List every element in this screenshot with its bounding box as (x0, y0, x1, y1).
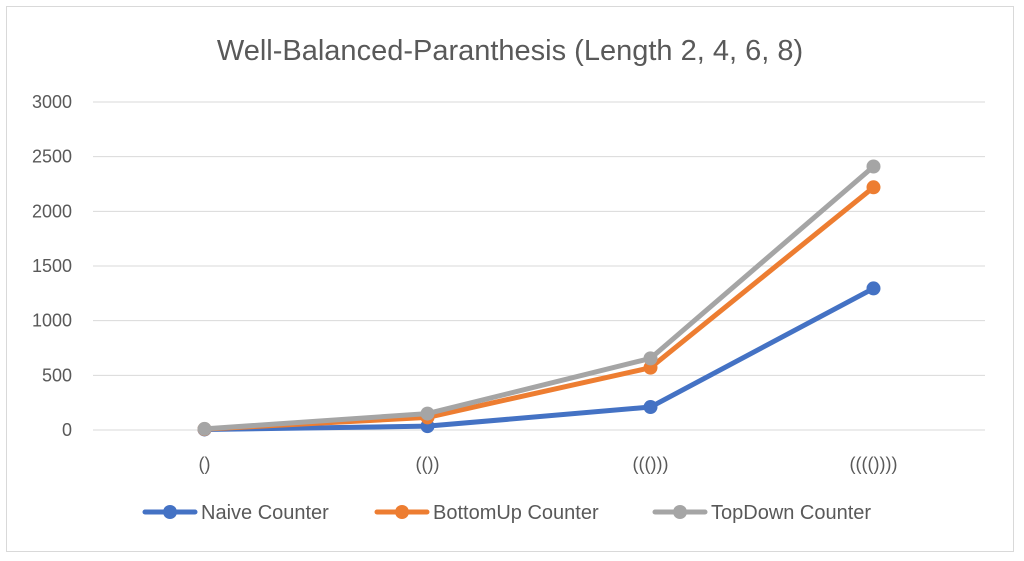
y-tick-label: 0 (62, 420, 72, 440)
legend-swatch-marker (163, 505, 177, 519)
y-tick-label: 1000 (32, 311, 72, 331)
legend-label: Naive Counter (201, 502, 329, 524)
chart-title: Well-Balanced-Paranthesis (Length 2, 4, … (217, 35, 803, 67)
x-tick-label: () (199, 454, 211, 474)
data-point (197, 421, 212, 436)
series-line (202, 285, 876, 432)
legend-label: BottomUp Counter (433, 502, 599, 524)
data-point (643, 351, 658, 366)
legend-swatch-marker (395, 505, 409, 519)
x-tick-label: (()) (416, 454, 440, 474)
x-tick-label: ((())) (633, 454, 669, 474)
data-point (420, 406, 435, 421)
y-tick-label: 2000 (32, 201, 72, 221)
x-axis-ticks: () (()) ((())) (((()))) (199, 454, 898, 474)
y-tick-label: 2500 (32, 147, 72, 167)
chart-frame (6, 6, 1014, 552)
data-point (866, 180, 881, 195)
series-line (202, 164, 876, 432)
y-axis-ticks: 0 500 1000 1500 2000 2500 3000 (32, 92, 72, 440)
data-point (866, 281, 881, 296)
legend-label: TopDown Counter (711, 502, 871, 524)
series-line (202, 184, 876, 432)
legend: Naive Counter BottomUp Counter TopDown Cou… (142, 502, 871, 524)
gridlines (93, 101, 985, 431)
y-tick-label: 500 (42, 365, 72, 385)
data-point (866, 159, 881, 174)
data-point (643, 400, 658, 415)
series (197, 159, 881, 437)
legend-swatch-marker (673, 505, 687, 519)
x-tick-label: (((()))) (850, 454, 898, 474)
y-tick-label: 3000 (32, 92, 72, 112)
y-tick-label: 1500 (32, 256, 72, 276)
